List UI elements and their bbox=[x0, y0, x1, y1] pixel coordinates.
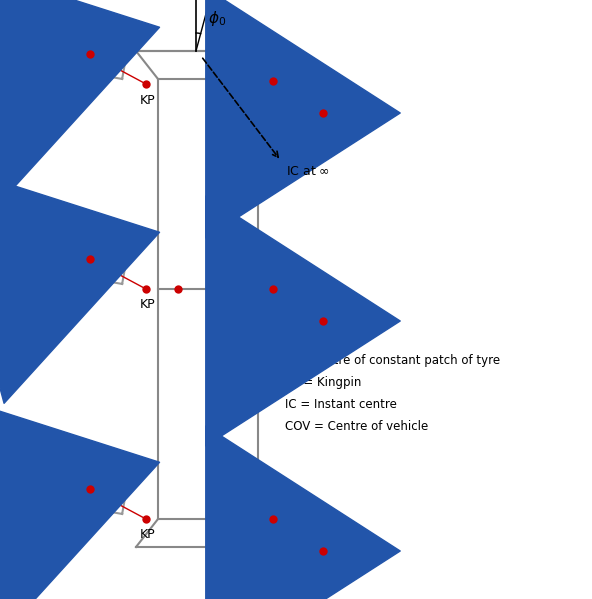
Text: KP: KP bbox=[287, 507, 303, 519]
Text: KP: KP bbox=[140, 93, 156, 107]
Text: KP: KP bbox=[140, 298, 156, 311]
Text: KP: KP bbox=[287, 68, 303, 81]
Text: KP: KP bbox=[140, 528, 156, 541]
Text: C: C bbox=[334, 546, 342, 559]
Text: C: C bbox=[334, 108, 342, 122]
Text: IC at $\infty$: IC at $\infty$ bbox=[286, 165, 330, 178]
Text: C: C bbox=[334, 316, 342, 329]
Text: C = Centre of constant patch of tyre: C = Centre of constant patch of tyre bbox=[285, 354, 500, 367]
Text: $\phi_0$: $\phi_0$ bbox=[208, 9, 226, 28]
Text: COV: COV bbox=[206, 283, 233, 295]
Text: C: C bbox=[102, 479, 110, 492]
Text: COV = Centre of vehicle: COV = Centre of vehicle bbox=[285, 420, 428, 433]
Text: C: C bbox=[102, 249, 110, 262]
Text: IC = Instant centre: IC = Instant centre bbox=[285, 398, 397, 411]
Text: KP = Kingpin: KP = Kingpin bbox=[285, 376, 361, 389]
Text: KP: KP bbox=[287, 277, 303, 289]
Text: C: C bbox=[102, 44, 110, 56]
